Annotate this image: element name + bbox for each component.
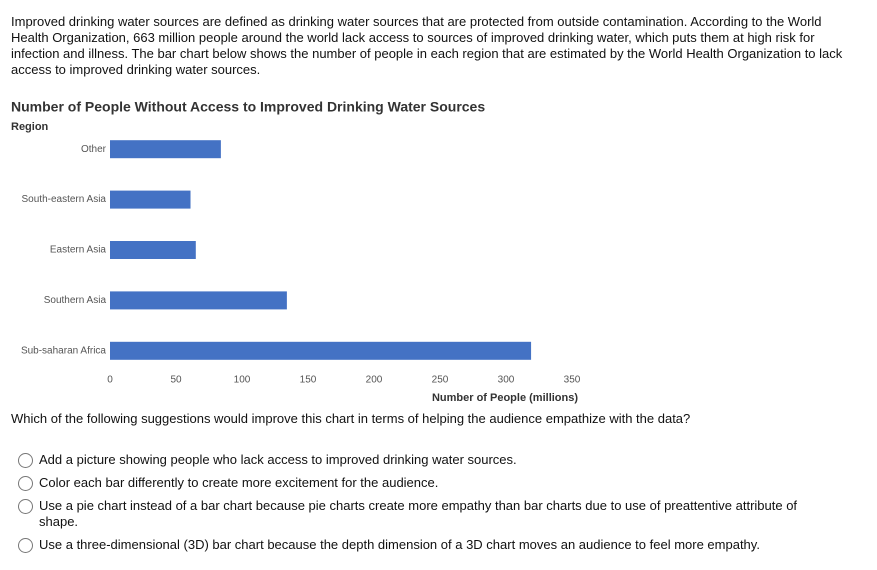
y-tick-label: Sub-saharan Africa bbox=[21, 345, 106, 356]
y-tick-label: South-eastern Asia bbox=[22, 194, 107, 205]
x-axis-title: Number of People (millions) bbox=[432, 392, 578, 404]
x-tick-label: 250 bbox=[432, 375, 449, 386]
x-tick-label: 100 bbox=[234, 375, 251, 386]
option-text[interactable]: Add a picture showing people who lack ac… bbox=[39, 452, 517, 467]
y-tick-label: Eastern Asia bbox=[50, 245, 107, 256]
x-tick-label: 50 bbox=[170, 375, 182, 386]
option[interactable]: Use a three-dimensional (3D) bar chart b… bbox=[18, 537, 838, 553]
x-tick-label: 350 bbox=[564, 375, 581, 386]
x-tick-label: 0 bbox=[107, 375, 113, 386]
y-tick-label: Southern Asia bbox=[44, 295, 107, 306]
y-tick-label: Other bbox=[81, 144, 107, 155]
bar bbox=[110, 140, 221, 159]
question-text: Which of the following suggestions would… bbox=[11, 411, 691, 426]
y-axis-title: Region bbox=[11, 121, 49, 133]
option-text[interactable]: Use a three-dimensional (3D) bar chart b… bbox=[39, 537, 760, 552]
chart-title: Number of People Without Access to Impro… bbox=[11, 99, 485, 115]
x-tick-label: 200 bbox=[366, 375, 383, 386]
option-text[interactable]: Color each bar differently to create mor… bbox=[39, 475, 439, 490]
radio-button[interactable] bbox=[18, 538, 33, 553]
radio-button[interactable] bbox=[18, 476, 33, 491]
x-tick-label: 300 bbox=[498, 375, 515, 386]
bar bbox=[110, 190, 191, 209]
option[interactable]: Use a pie chart instead of a bar chart b… bbox=[18, 498, 838, 530]
radio-button[interactable] bbox=[18, 453, 33, 468]
bar bbox=[110, 291, 287, 310]
radio-button[interactable] bbox=[18, 499, 33, 514]
option-text[interactable]: Use a pie chart instead of a bar chart b… bbox=[39, 498, 798, 529]
intro-text: Improved drinking water sources are defi… bbox=[11, 14, 843, 77]
option[interactable]: Add a picture showing people who lack ac… bbox=[18, 452, 838, 468]
bar bbox=[110, 241, 196, 259]
x-tick-label: 150 bbox=[300, 375, 317, 386]
bar bbox=[110, 341, 532, 360]
option[interactable]: Color each bar differently to create mor… bbox=[18, 475, 838, 491]
